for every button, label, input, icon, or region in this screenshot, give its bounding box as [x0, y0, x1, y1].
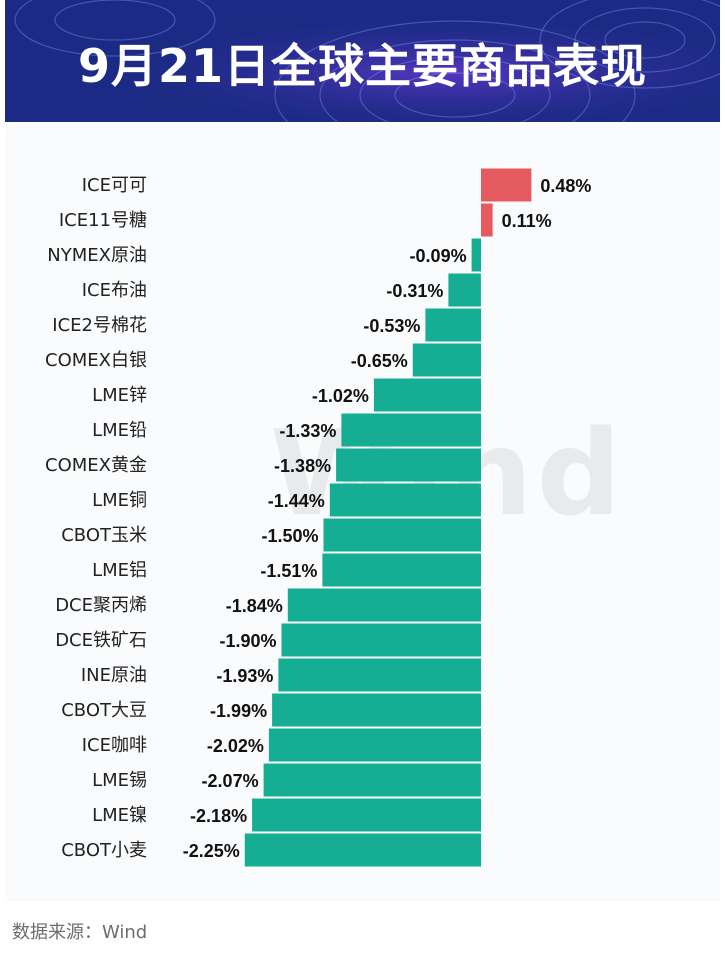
value-label-14: -1.93%: [216, 666, 273, 686]
value-label-16: -2.02%: [207, 736, 264, 756]
data-source-note: 数据来源：Wind: [12, 922, 148, 943]
category-label-11: LME铝: [92, 560, 147, 581]
bar-6: [373, 378, 481, 412]
bar-11: [322, 553, 481, 587]
value-label-4: -0.53%: [363, 316, 420, 336]
category-label-3: ICE布油: [82, 280, 147, 301]
chart-title: 9月21日全球主要商品表现: [77, 39, 648, 93]
value-label-3: -0.31%: [386, 281, 443, 301]
category-label-6: LME锌: [92, 385, 147, 406]
bar-3: [448, 273, 481, 307]
value-label-15: -1.99%: [210, 701, 267, 721]
bar-17: [263, 763, 481, 797]
category-label-9: LME铜: [92, 490, 147, 511]
value-label-5: -0.65%: [351, 351, 408, 371]
bar-4: [425, 308, 482, 342]
value-label-11: -1.51%: [260, 561, 317, 581]
header-background-pattern: [5, 0, 720, 122]
category-label-14: INE原油: [81, 665, 147, 686]
category-label-10: CBOT玉米: [61, 525, 147, 546]
bar-chart: ICE可可 0.48% ICE11号糖 0.11% NYMEX原油 -0.09% ICE布油…: [45, 168, 591, 867]
value-label-1: 0.11%: [502, 211, 552, 231]
bar-1: [481, 203, 493, 237]
value-label-13: -1.90%: [219, 631, 276, 651]
category-label-13: DCE铁矿石: [55, 630, 147, 651]
header-banner: 9月21日全球主要商品表现: [5, 0, 720, 122]
value-label-7: -1.33%: [279, 421, 336, 441]
value-label-19: -2.25%: [183, 841, 240, 861]
bar-9: [329, 483, 481, 517]
category-label-18: LME镍: [92, 805, 147, 826]
value-label-8: -1.38%: [274, 456, 331, 476]
value-label-10: -1.50%: [261, 526, 318, 546]
bar-10: [323, 518, 481, 552]
bar-15: [272, 693, 481, 727]
bar-14: [278, 658, 482, 692]
category-label-16: ICE咖啡: [82, 735, 147, 756]
category-label-7: LME铅: [92, 420, 147, 441]
category-label-4: ICE2号棉花: [52, 315, 147, 336]
bar-0: [481, 168, 532, 202]
value-label-18: -2.18%: [190, 806, 247, 826]
value-label-12: -1.84%: [226, 596, 283, 616]
bar-8: [336, 448, 481, 482]
category-label-0: ICE可可: [82, 175, 147, 196]
category-label-8: COMEX黄金: [45, 455, 147, 476]
bar-5: [412, 343, 482, 377]
bar-18: [252, 798, 481, 832]
bar-12: [287, 588, 481, 622]
bar-7: [341, 413, 482, 447]
bar-2: [471, 238, 481, 272]
category-label-19: CBOT小麦: [61, 840, 147, 861]
category-label-17: LME锡: [92, 770, 147, 791]
category-label-15: CBOT大豆: [61, 700, 147, 721]
value-label-17: -2.07%: [202, 771, 259, 791]
category-label-5: COMEX白银: [45, 350, 147, 371]
category-label-2: NYMEX原油: [47, 245, 147, 266]
chart-panel: Wind ICE可可0.48%ICE11号糖0.11%NYMEX原油-0.09%…: [5, 124, 720, 902]
value-label-0: 0.48%: [540, 176, 591, 196]
category-label-1: ICE11号糖: [59, 210, 147, 231]
category-label-12: DCE聚丙烯: [55, 595, 147, 616]
value-label-9: -1.44%: [268, 491, 325, 511]
bar-19: [244, 833, 482, 867]
bar-13: [281, 623, 481, 657]
value-label-2: -0.09%: [410, 246, 467, 266]
value-label-6: -1.02%: [312, 386, 369, 406]
bar-16: [268, 728, 481, 762]
